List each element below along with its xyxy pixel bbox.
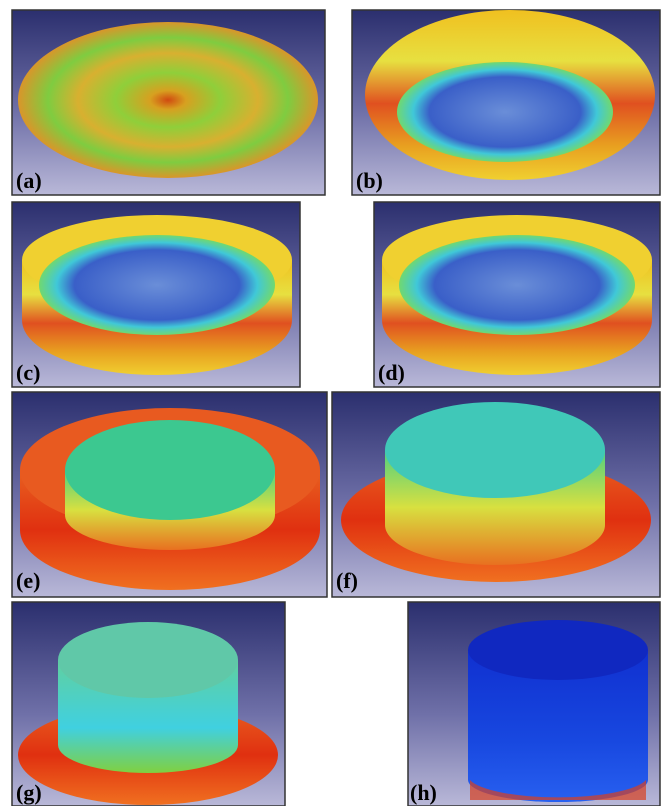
bowl-floor xyxy=(397,62,613,162)
panel-label: (b) xyxy=(356,168,383,193)
panel-label: (e) xyxy=(16,568,40,593)
panel-label: (g) xyxy=(16,780,42,805)
page: (a) (b) (c) (d) (e) (f) (g) (h) (() => {… xyxy=(0,0,670,806)
panel-label: (c) xyxy=(16,360,40,385)
panel-label: (a) xyxy=(16,168,42,193)
cup-top xyxy=(468,620,648,680)
figure: (a) (b) (c) (d) (e) (f) (g) (h) xyxy=(0,0,670,806)
punch-top xyxy=(65,420,275,520)
panel-label: (h) xyxy=(410,780,437,805)
panel-label: (f) xyxy=(336,568,358,593)
cup-top xyxy=(58,622,238,698)
cup-top xyxy=(385,402,605,498)
panel-label: (d) xyxy=(378,360,405,385)
tray-floor xyxy=(39,235,275,335)
tray-floor xyxy=(399,235,635,335)
plate xyxy=(18,22,318,178)
